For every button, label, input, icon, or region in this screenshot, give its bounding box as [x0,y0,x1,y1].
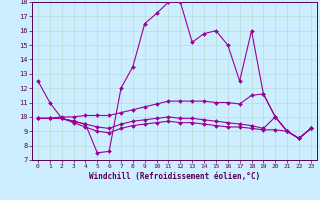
X-axis label: Windchill (Refroidissement éolien,°C): Windchill (Refroidissement éolien,°C) [89,172,260,181]
